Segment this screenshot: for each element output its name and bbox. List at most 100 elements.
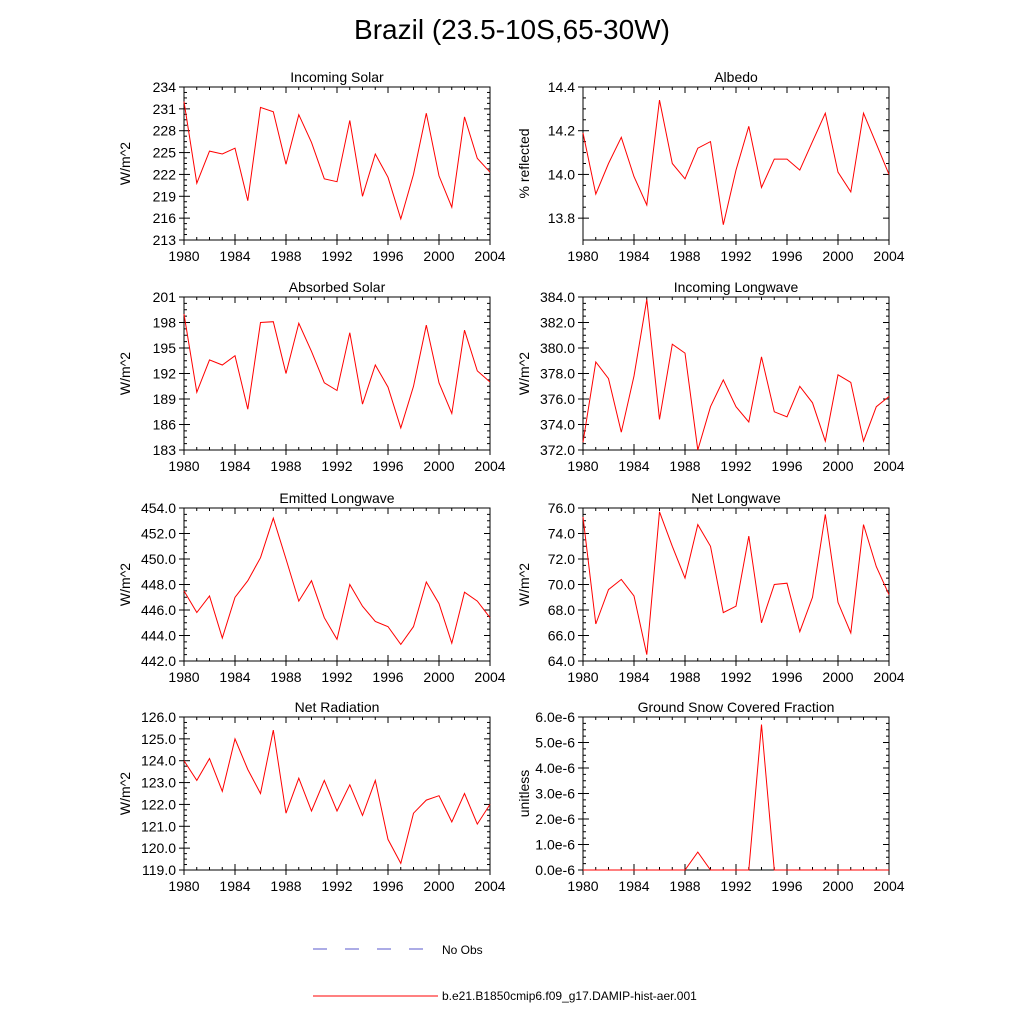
x-tick-label: 1996	[372, 248, 403, 264]
x-tick-label: 1980	[168, 248, 199, 264]
panel-title: Net Longwave	[691, 490, 781, 506]
x-tick-label: 1984	[219, 878, 250, 894]
x-tick-label: 2000	[822, 669, 853, 685]
y-tick-label: 126.0	[141, 709, 176, 725]
series-line-absorbed-solar	[183, 313, 491, 430]
x-tick-label: 1984	[618, 458, 649, 474]
x-tick-label: 1988	[669, 248, 700, 264]
y-tick-label: 14.0	[548, 166, 575, 182]
x-tick-label: 1992	[321, 248, 352, 264]
y-tick-label: 192	[153, 366, 177, 382]
panel-title: Ground Snow Covered Fraction	[638, 699, 835, 715]
x-tick-label: 1996	[771, 458, 802, 474]
x-tick-label: 1984	[219, 248, 250, 264]
legend-label-no-obs: No Obs	[442, 943, 483, 957]
y-tick-label: 76.0	[548, 500, 575, 516]
panel-net-longwave: Net Longwave W/m^2 64.0 66.0 68.0 70.0 72.0 74.…	[516, 490, 905, 685]
y-tick-label: 450.0	[141, 551, 176, 567]
panel-ground-snow-covered-fraction: Ground Snow Covered Fraction unitless 0.0e…	[516, 699, 905, 894]
x-tick-label: 2004	[873, 458, 904, 474]
y-axis-label: % reflected	[516, 128, 532, 198]
x-tick-label: 2000	[822, 878, 853, 894]
x-tick-label: 1980	[168, 458, 199, 474]
y-axis-label: W/m^2	[117, 563, 133, 606]
y-tick-label: 222	[153, 166, 177, 182]
x-tick-label: 1992	[321, 458, 352, 474]
panel-absorbed-solar: Absorbed Solar W/m^2 183 186 189 192 195 198 201…	[117, 279, 506, 474]
series-line-net-radiation	[183, 730, 491, 865]
y-tick-label: 122.0	[141, 796, 176, 812]
x-tick-label: 1992	[720, 458, 751, 474]
y-tick-label: 384.0	[540, 289, 575, 305]
y-tick-label: 378.0	[540, 366, 575, 382]
x-tick-label: 2004	[873, 669, 904, 685]
panel-incoming-longwave: Incoming Longwave W/m^2 372.0 374.0 376.0 378…	[516, 279, 905, 474]
y-tick-label: 66.0	[548, 628, 575, 644]
x-tick-label: 1988	[669, 458, 700, 474]
x-tick-label: 1996	[372, 669, 403, 685]
y-tick-label: 6.0e-6	[535, 709, 575, 725]
x-tick-label: 1996	[771, 878, 802, 894]
legend: No Obs b.e21.B1850cmip6.f09_g17.DAMIP-hi…	[313, 943, 697, 1003]
x-tick-label: 1992	[321, 878, 352, 894]
y-tick-label: 70.0	[548, 577, 575, 593]
x-tick-label: 2000	[423, 669, 454, 685]
panel-title: Emitted Longwave	[279, 490, 394, 506]
x-tick-label: 2004	[474, 878, 505, 894]
y-tick-label: 1.0e-6	[535, 837, 575, 853]
y-tick-label: 119.0	[142, 862, 176, 878]
y-tick-label: 186	[153, 417, 177, 433]
y-tick-label: 216	[153, 210, 177, 226]
panel-albedo: Albedo % reflected 13.8 14.0 14.2 14.4 1980 198…	[516, 69, 905, 264]
y-tick-label: 124.0	[141, 753, 176, 769]
y-tick-label: 64.0	[548, 653, 575, 669]
y-tick-label: 382.0	[540, 315, 575, 331]
panel-incoming-solar: Incoming Solar W/m^2 213 216 219 222 225 228 231…	[117, 69, 506, 264]
x-tick-label: 1988	[270, 878, 301, 894]
x-tick-label: 2000	[822, 248, 853, 264]
y-tick-label: 198	[153, 315, 177, 331]
y-tick-label: 213	[153, 232, 177, 248]
y-tick-label: 125.0	[141, 731, 176, 747]
y-tick-label: 74.0	[548, 526, 575, 542]
x-tick-label: 1992	[720, 669, 751, 685]
y-tick-label: 2.0e-6	[535, 811, 575, 827]
y-tick-label: 219	[153, 188, 177, 204]
x-tick-label: 1996	[372, 458, 403, 474]
y-axis-label: W/m^2	[117, 352, 133, 395]
y-tick-label: 442.0	[141, 653, 176, 669]
series-line-ground-snow-covered-fraction	[583, 724, 889, 871]
x-tick-label: 1980	[567, 669, 598, 685]
plot-frame	[183, 296, 491, 451]
y-tick-label: 123.0	[141, 775, 176, 791]
y-tick-label: 448.0	[141, 577, 176, 593]
x-tick-label: 1980	[567, 458, 598, 474]
y-tick-label: 120.0	[141, 840, 176, 856]
y-tick-label: 72.0	[548, 551, 575, 567]
x-tick-label: 2004	[474, 669, 505, 685]
panel-title: Albedo	[714, 69, 758, 85]
panel-emitted-longwave: Emitted Longwave W/m^2 442.0 444.0 446.0 448.…	[117, 490, 506, 685]
y-tick-label: 374.0	[540, 417, 575, 433]
y-tick-label: 3.0e-6	[535, 786, 575, 802]
x-tick-label: 2004	[474, 458, 505, 474]
plot-frame	[582, 296, 890, 451]
x-tick-label: 1980	[567, 248, 598, 264]
y-tick-label: 372.0	[540, 442, 575, 458]
y-tick-label: 231	[153, 101, 177, 117]
legend-label-model: b.e21.B1850cmip6.f09_g17.DAMIP-hist-aer.…	[442, 989, 697, 1003]
x-tick-label: 1980	[168, 669, 199, 685]
y-tick-label: 195	[153, 340, 177, 356]
y-tick-label: 14.4	[548, 79, 575, 95]
plot-frame	[183, 86, 491, 241]
plot-frame	[582, 716, 890, 871]
y-axis-label: W/m^2	[516, 352, 532, 395]
y-tick-label: 376.0	[540, 391, 575, 407]
series-line-incoming-solar	[183, 101, 491, 221]
x-tick-label: 1984	[618, 669, 649, 685]
y-tick-label: 234	[153, 79, 177, 95]
x-tick-label: 1992	[720, 878, 751, 894]
y-tick-label: 201	[153, 289, 177, 305]
panel-title: Incoming Solar	[290, 69, 384, 85]
